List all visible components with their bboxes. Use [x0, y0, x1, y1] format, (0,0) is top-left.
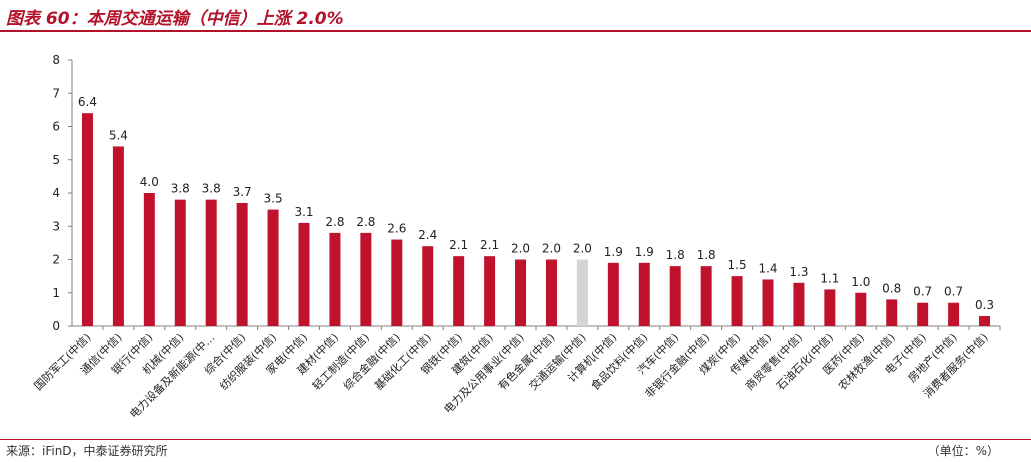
y-tick-label: 5 [52, 153, 60, 167]
y-tick-label: 3 [52, 219, 60, 233]
bar [917, 302, 929, 326]
bar [267, 209, 279, 326]
bar [762, 279, 774, 326]
bar-value-label: 2.4 [418, 228, 437, 242]
bar-value-label: 3.7 [233, 185, 252, 199]
bar [948, 302, 960, 326]
y-tick-label: 6 [52, 120, 60, 134]
bar-value-label: 1.5 [728, 258, 747, 272]
bar-value-label: 0.7 [913, 285, 932, 299]
bar-value-label: 0.3 [975, 298, 994, 312]
bar [607, 262, 619, 326]
bar-chart: 0123456786.4国防军工(中信)5.4通信(中信)4.0银行(中信)3.… [31, 53, 1001, 421]
bar [731, 276, 743, 326]
y-tick-label: 8 [52, 53, 60, 67]
bar [855, 292, 867, 326]
bar [81, 113, 93, 326]
bar-value-label: 3.8 [202, 182, 221, 196]
bar-value-label: 1.4 [758, 261, 777, 275]
y-tick-label: 1 [52, 286, 60, 300]
bar [360, 232, 372, 326]
bar-value-label: 2.6 [387, 222, 406, 236]
footer-rule [0, 439, 1031, 440]
bar [979, 316, 991, 326]
bar [236, 202, 248, 326]
unit-note: （单位：%） [927, 444, 999, 458]
bar-value-label: 1.8 [666, 248, 685, 262]
bar-value-label: 1.9 [604, 245, 623, 259]
bar-value-label: 3.1 [294, 205, 313, 219]
bar-value-label: 2.8 [325, 215, 344, 229]
y-tick-label: 2 [52, 253, 60, 267]
chart-title: 图表 60：本周交通运输（中信）上涨 2.0% [6, 9, 344, 29]
bar [298, 222, 310, 326]
bar [112, 146, 124, 326]
bar-value-label: 6.4 [78, 95, 97, 109]
bar [824, 289, 836, 326]
y-tick-label: 4 [52, 186, 60, 200]
bar [422, 246, 434, 326]
y-tick-label: 7 [52, 86, 60, 100]
bar [453, 256, 465, 326]
bar [700, 266, 712, 326]
bar-value-label: 1.0 [851, 275, 870, 289]
bar-value-label: 1.8 [697, 248, 716, 262]
bar [329, 232, 341, 326]
bar-value-label: 2.0 [573, 242, 592, 256]
bar [174, 199, 186, 326]
bar-value-label: 3.5 [264, 192, 283, 206]
bar-value-label: 2.1 [480, 238, 499, 252]
bar [638, 262, 650, 326]
bar [205, 199, 217, 326]
bar [886, 299, 898, 326]
source-note: 来源：iFinD，中泰证券研究所 [6, 444, 168, 458]
bar-value-label: 1.1 [820, 271, 839, 285]
y-tick-label: 0 [52, 319, 60, 333]
bar-value-label: 2.1 [449, 238, 468, 252]
bar-value-label: 2.0 [511, 242, 530, 256]
bar [669, 266, 681, 326]
bar-value-label: 1.3 [789, 265, 808, 279]
bar-value-label: 4.0 [140, 175, 159, 189]
bar-value-label: 5.4 [109, 128, 128, 142]
bar [793, 282, 805, 326]
bar [545, 259, 557, 326]
bar [143, 193, 155, 326]
bar [484, 256, 496, 326]
bar [576, 259, 588, 326]
bar-value-label: 2.0 [542, 242, 561, 256]
bar [515, 259, 527, 326]
bar [391, 239, 403, 326]
bar-value-label: 1.9 [635, 245, 654, 259]
bar-value-label: 2.8 [356, 215, 375, 229]
bar-value-label: 3.8 [171, 182, 190, 196]
title-rule [0, 30, 1031, 32]
bar-value-label: 0.7 [944, 285, 963, 299]
bar-value-label: 0.8 [882, 281, 901, 295]
